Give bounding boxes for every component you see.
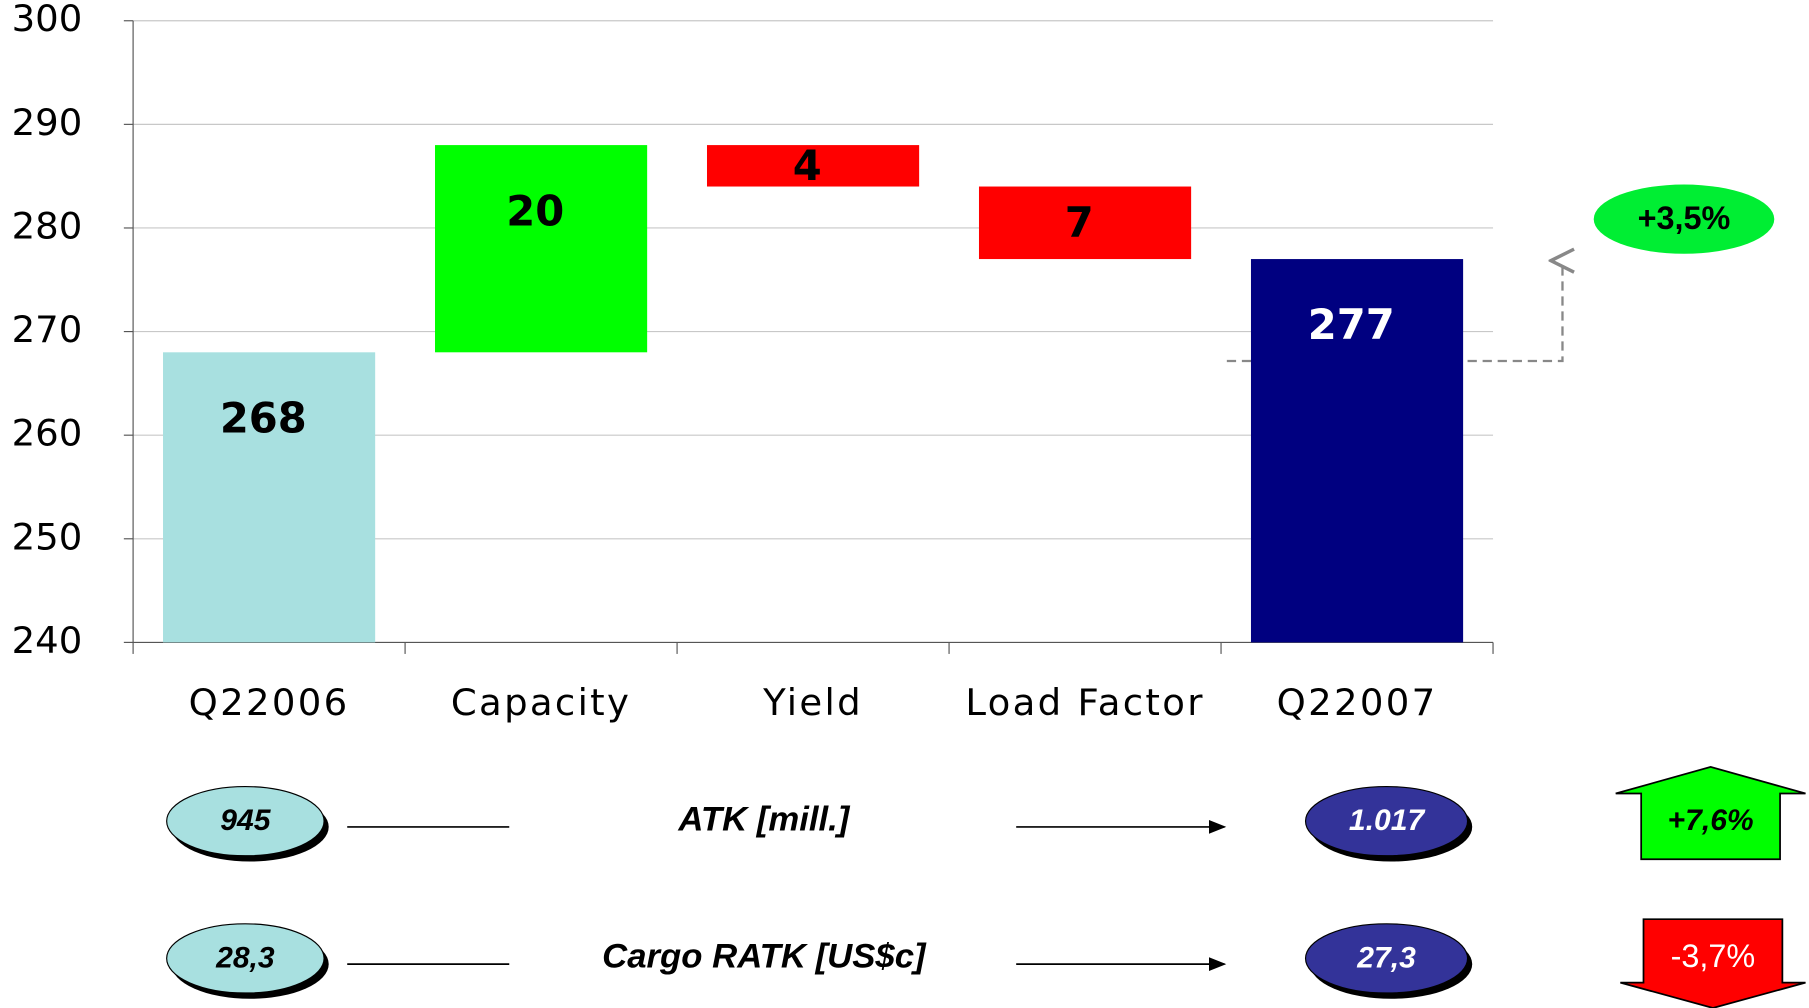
bar xyxy=(1250,259,1464,643)
y-tick-label: 270 xyxy=(12,308,83,351)
value-label: 277 xyxy=(1308,300,1395,349)
kpi-end: 27,3 xyxy=(1356,942,1416,975)
y-tick-label: 240 xyxy=(12,619,83,662)
kpi-start-badge xyxy=(166,923,325,994)
value-label: 4 xyxy=(793,141,822,190)
kpi-change-shape xyxy=(1620,918,1806,1008)
kpi-label: Cargo RATK [US$c] xyxy=(602,938,927,976)
x-tick-label: Q22007 xyxy=(1277,681,1438,724)
kpi-start: 945 xyxy=(220,804,271,837)
kpi-change-shape xyxy=(1615,766,1806,861)
kpi-change: +7,6% xyxy=(1668,804,1754,837)
y-tick-label: 290 xyxy=(12,101,83,144)
x-tick-label: Q22006 xyxy=(189,681,350,724)
annotation: +3,5% xyxy=(1638,200,1731,236)
value-label: 7 xyxy=(1065,198,1094,247)
y-tick-label: 250 xyxy=(12,515,83,558)
x-tick-label: Yield xyxy=(762,681,863,724)
bar xyxy=(435,145,648,353)
x-tick-label: Load Factor xyxy=(965,681,1204,724)
kpi-change: -3,7% xyxy=(1671,938,1756,974)
value-label: 20 xyxy=(506,186,564,235)
y-tick-label: 260 xyxy=(12,412,83,455)
bar xyxy=(978,186,1192,260)
bar xyxy=(706,145,920,187)
kpi-end-badge xyxy=(1304,785,1469,857)
value-label: 268 xyxy=(220,394,307,443)
change-badge xyxy=(1593,184,1775,254)
kpi-start: 28,3 xyxy=(215,942,275,975)
kpi-end-badge xyxy=(1304,923,1469,994)
kpi-label: ATK [mill.] xyxy=(677,800,850,838)
kpi-start-badge xyxy=(166,785,325,857)
kpi-end: 1.017 xyxy=(1349,804,1426,837)
bar xyxy=(163,352,376,643)
x-tick-label: Capacity xyxy=(451,681,631,724)
y-tick-label: 300 xyxy=(12,0,83,40)
y-tick-label: 280 xyxy=(12,205,83,248)
